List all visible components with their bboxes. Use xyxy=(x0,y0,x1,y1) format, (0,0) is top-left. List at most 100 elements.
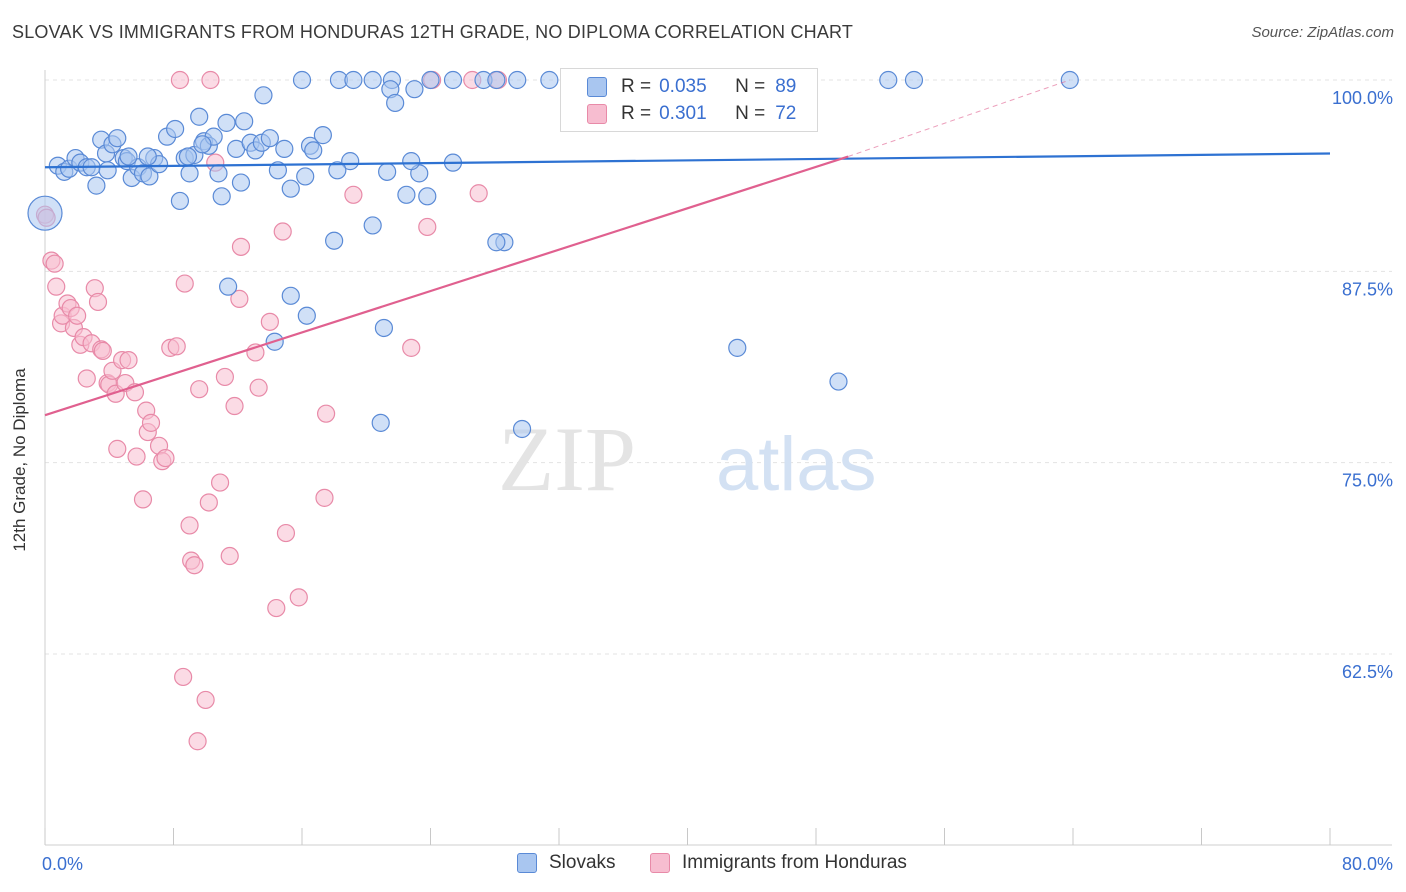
data-point-slovaks xyxy=(297,306,316,325)
data-point-slovaks xyxy=(138,147,157,166)
data-point-honduras xyxy=(185,556,204,575)
data-point-honduras xyxy=(188,732,207,751)
data-point-honduras xyxy=(267,598,286,618)
legend-row-honduras: R = 0.301 N = 72 xyxy=(587,102,796,126)
y-tick-label: 100.0% xyxy=(1332,88,1393,108)
data-point-slovaks xyxy=(140,167,159,186)
data-point-slovaks xyxy=(166,119,185,139)
data-point-honduras xyxy=(77,369,96,388)
data-point-slovaks xyxy=(512,419,532,439)
data-point-slovaks xyxy=(443,70,463,90)
legend-swatch-blue xyxy=(587,77,607,97)
data-point-honduras xyxy=(108,439,127,458)
data-point-honduras xyxy=(175,274,194,293)
watermark: ZIP atlas xyxy=(498,408,877,510)
data-point-slovaks xyxy=(728,338,747,357)
data-point-slovaks xyxy=(212,187,231,206)
trend-lines xyxy=(44,79,1331,417)
legend-label-honduras: Immigrants from Honduras xyxy=(682,852,907,873)
data-point-slovaks xyxy=(325,231,344,250)
data-point-honduras xyxy=(156,448,175,468)
data-point-slovaks xyxy=(421,70,440,90)
data-point-honduras xyxy=(273,222,292,241)
data-point-slovaks xyxy=(374,318,394,338)
data-point-slovaks xyxy=(386,93,405,113)
legend-n-label: N = xyxy=(735,103,766,124)
legend-swatch-pink xyxy=(650,853,670,873)
data-point-slovaks xyxy=(108,129,127,148)
trend-line-honduras xyxy=(44,155,849,417)
data-point-slovaks xyxy=(190,107,209,126)
data-point-honduras xyxy=(344,185,363,204)
data-point-honduras xyxy=(196,690,215,710)
y-axis-label: 12th Grade, No Diploma xyxy=(10,368,29,552)
data-point-slovaks xyxy=(371,413,390,432)
data-point-slovaks xyxy=(254,86,273,105)
data-point-slovaks xyxy=(119,147,138,166)
data-point-honduras xyxy=(119,351,138,370)
data-point-honduras xyxy=(220,546,239,566)
data-point-honduras xyxy=(230,289,249,308)
data-point-honduras xyxy=(231,237,251,256)
series-legend: Slovaks Immigrants from Honduras xyxy=(0,852,1406,878)
data-point-slovaks xyxy=(296,167,315,186)
legend-n-label: N = xyxy=(735,76,766,97)
series-slovaks-points xyxy=(27,70,1079,439)
data-point-slovaks xyxy=(508,70,527,90)
y-tick-label: 87.5% xyxy=(1342,279,1393,299)
data-point-honduras xyxy=(276,523,296,543)
data-point-honduras xyxy=(93,341,112,361)
data-point-slovaks xyxy=(879,70,898,90)
y-tick-label: 75.0% xyxy=(1342,471,1393,491)
data-point-slovaks xyxy=(98,161,117,180)
legend-swatch-blue xyxy=(517,853,537,873)
data-point-honduras xyxy=(133,490,153,509)
legend-r-label: R = xyxy=(621,76,652,97)
data-point-honduras xyxy=(201,70,220,90)
data-point-honduras xyxy=(199,493,218,512)
data-point-honduras xyxy=(215,367,234,387)
data-point-slovaks xyxy=(27,195,63,231)
legend-item-slovaks[interactable]: Slovaks xyxy=(517,852,616,874)
data-point-slovaks xyxy=(378,162,397,181)
data-point-honduras xyxy=(315,488,334,507)
legend-row-slovaks: R = 0.035 N = 89 xyxy=(587,75,796,99)
data-point-slovaks xyxy=(363,216,382,235)
data-point-slovaks xyxy=(540,70,559,90)
legend-item-honduras[interactable]: Immigrants from Honduras xyxy=(650,852,907,874)
chart-title: SLOVAK VS IMMIGRANTS FROM HONDURAS 12TH … xyxy=(12,22,854,42)
data-point-honduras xyxy=(210,473,230,492)
x-tick-label: 80.0% xyxy=(1342,854,1393,874)
data-point-honduras xyxy=(167,337,186,356)
trend-line-slovaks xyxy=(44,152,1331,169)
data-point-honduras xyxy=(45,254,64,273)
data-point-slovaks xyxy=(87,176,106,195)
data-point-honduras xyxy=(260,312,279,331)
data-point-slovaks xyxy=(904,70,924,90)
data-point-honduras xyxy=(402,338,421,357)
data-point-slovaks xyxy=(487,233,506,252)
data-point-honduras xyxy=(469,184,488,203)
data-point-slovaks xyxy=(313,126,332,145)
data-point-honduras xyxy=(418,217,437,237)
legend-r-value: 0.301 xyxy=(659,103,707,124)
data-point-slovaks xyxy=(418,187,437,206)
legend-r-label: R = xyxy=(621,103,652,124)
data-point-slovaks xyxy=(281,286,300,305)
stats-legend: R = 0.035 N = 89 R = 0.301 N = 72 xyxy=(560,68,818,132)
data-point-slovaks xyxy=(487,70,506,90)
data-point-slovaks xyxy=(235,112,254,131)
data-point-slovaks xyxy=(170,191,190,211)
data-point-slovaks xyxy=(281,179,300,198)
data-point-slovaks xyxy=(304,141,323,160)
data-point-slovaks xyxy=(397,185,416,204)
data-point-slovaks xyxy=(1060,70,1079,90)
tick-labels: 100.0% 87.5% 75.0% 62.5% 0.0% 80.0% xyxy=(42,88,1393,874)
data-point-slovaks xyxy=(275,139,294,158)
data-point-honduras xyxy=(180,516,199,535)
legend-n-value: 72 xyxy=(775,103,797,124)
data-point-honduras xyxy=(225,396,244,416)
data-point-slovaks xyxy=(209,164,228,183)
data-point-slovaks xyxy=(219,277,238,296)
data-point-slovaks xyxy=(193,135,212,154)
